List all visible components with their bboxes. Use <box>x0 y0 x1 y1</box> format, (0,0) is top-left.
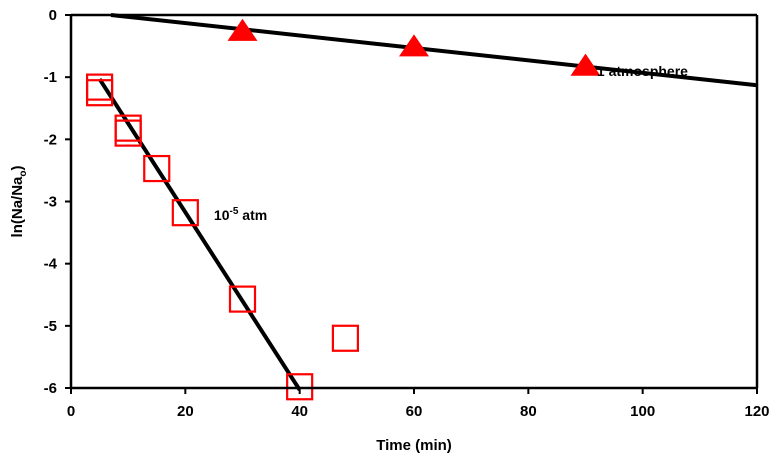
x-tick-label: 80 <box>520 403 537 420</box>
y-axis-title-close: ) <box>9 166 26 171</box>
data-point-square <box>143 154 171 183</box>
x-tick-label: 60 <box>406 403 423 420</box>
y-tick-label: -3 <box>44 194 57 211</box>
y-tick-label: -6 <box>44 380 57 397</box>
data-point-square <box>331 324 359 352</box>
plot-layer <box>85 13 758 401</box>
data-point-triangle <box>227 18 258 41</box>
annotation-1-atmosphere: 1 atmosphere <box>597 63 688 79</box>
x-tick-label: 120 <box>744 403 769 420</box>
annotation-10-5-atm-rest: atm <box>238 207 267 223</box>
x-tick-label: 40 <box>291 403 308 420</box>
y-axis-title: ln(Na/Nao) <box>9 166 29 238</box>
data-point-square <box>171 199 199 227</box>
data-point-triangle <box>399 34 429 57</box>
fit-line <box>97 77 302 391</box>
fit-line <box>110 13 758 88</box>
data-point-square <box>228 285 257 313</box>
x-tick-label: 20 <box>177 403 194 420</box>
y-tick-label: -5 <box>44 318 57 335</box>
annotation-10-5-atm-base: 10 <box>214 207 230 223</box>
data-point-square <box>114 119 142 147</box>
y-tick-label: -2 <box>44 131 57 148</box>
x-axis-title: Time (min) <box>376 437 452 454</box>
y-axis-title-subscript: o <box>18 171 29 177</box>
data-point-square <box>85 79 114 107</box>
data-point-triangle <box>570 53 601 76</box>
y-axis-title-main: ln(Na/Na <box>9 176 26 238</box>
y-tick-label: 0 <box>49 7 57 24</box>
x-tick-label: 100 <box>630 403 655 420</box>
y-tick-label: -4 <box>44 256 58 273</box>
y-tick-label: -1 <box>44 69 57 86</box>
x-tick-label: 0 <box>67 403 75 420</box>
annotation-10-5-atm: 10-5 atm <box>214 206 267 223</box>
annotation-10-5-atm-sup: -5 <box>229 206 238 217</box>
